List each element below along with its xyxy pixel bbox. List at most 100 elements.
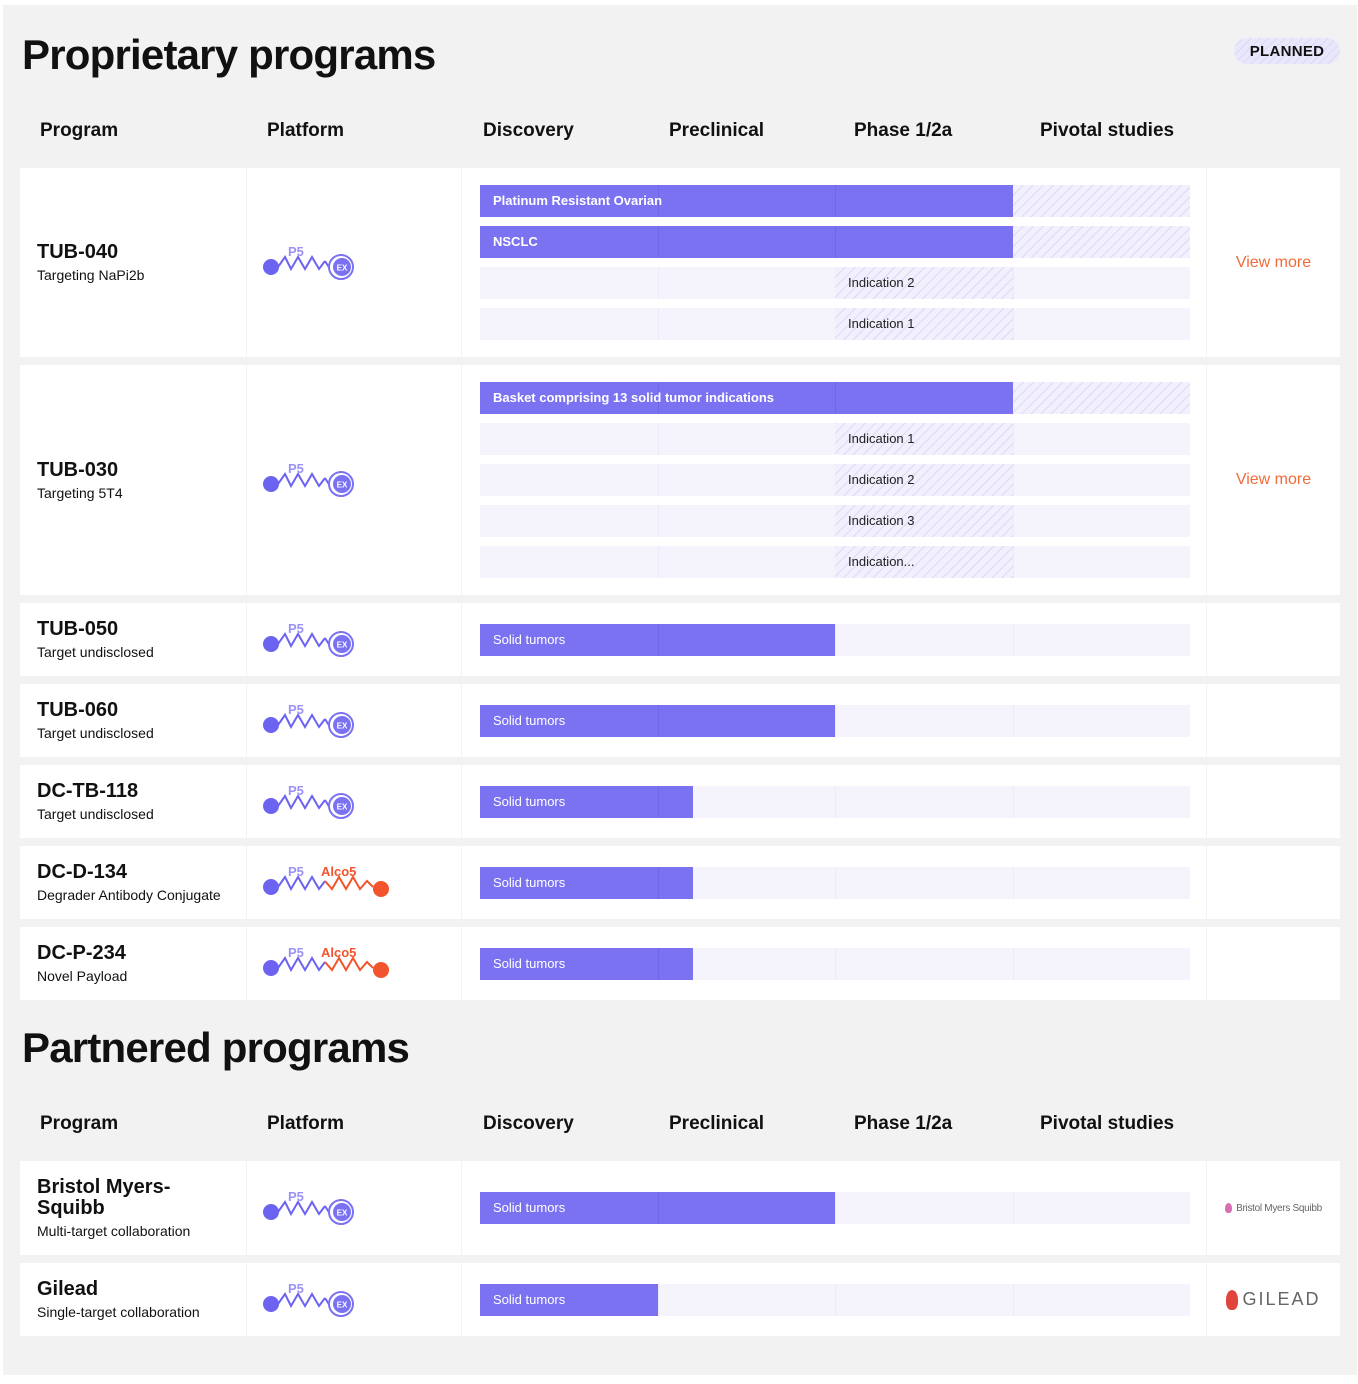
program-name: TUB-060 [37, 699, 119, 721]
stage-divider [1012, 267, 1014, 299]
stage-divider [1012, 947, 1014, 980]
column-header: Preclinical [669, 120, 765, 141]
section: Partnered programs Program Platform Discove… [20, 1023, 1342, 1344]
bar-track: Solid tumors [480, 704, 1190, 737]
ex-dot [333, 257, 351, 276]
partner-logo: Bristol Myers Squibb [1236, 1202, 1322, 1214]
platform-label: Alco5 [321, 945, 356, 960]
platform-cell: P5 EX [247, 365, 462, 595]
view-more-link[interactable]: View more [1235, 471, 1312, 488]
action-cell [1207, 846, 1340, 919]
program-row: TUB-030 Targeting 5T4 P5 EX Basket comprisin… [20, 365, 1340, 595]
bars-cell: Platinum Resistant Ovarian NSCLC Indicatio… [462, 168, 1207, 357]
ex-dot [333, 1203, 351, 1221]
linker [277, 472, 326, 489]
ex-dot [333, 715, 351, 734]
stage-divider [657, 1283, 659, 1316]
planned-badge: PLANNED [1234, 38, 1340, 64]
program-name: TUB-050 [37, 618, 119, 640]
action-cell: View more [1207, 168, 1340, 357]
platform-cell: P5 EX [247, 1263, 462, 1336]
ex-dot [333, 796, 351, 815]
platform-label: EX [337, 640, 348, 649]
stage-divider [657, 308, 659, 340]
planned-bar [1012, 382, 1190, 414]
action-cell: Bristol Myers Squibb [1207, 1161, 1340, 1255]
indication-label: Solid tumors [493, 874, 566, 890]
platform-cell: P5 EX [247, 603, 462, 676]
stage-divider [835, 185, 836, 217]
program-cell: Gilead Single-target collaboration [20, 1263, 247, 1336]
column-header: Preclinical [669, 1113, 765, 1134]
program-cell: DC-TB-118 Target undisclosed [20, 765, 247, 838]
column-header: Program [40, 120, 119, 141]
action-cell [1207, 603, 1340, 676]
program-cell: DC-P-234 Novel Payload [20, 927, 247, 1000]
indication-label: Solid tumors [493, 955, 566, 971]
indication-label: Solid tumors [493, 1291, 566, 1307]
bar-track: Indication 1 [480, 308, 1190, 340]
planned-bar [1012, 185, 1190, 217]
stage-divider [657, 546, 659, 578]
stage-divider [1012, 423, 1014, 455]
platform-icon: P5 EX [263, 461, 354, 497]
linker [277, 874, 326, 891]
program-target: Targeting NaPi2b [37, 267, 145, 283]
platform-label: P5 [288, 783, 304, 798]
program-name: Bristol Myers-Squibb [37, 1176, 171, 1219]
program-name: DC-D-134 [37, 861, 128, 883]
platform-cell: P5 EX [247, 168, 462, 357]
platform-label: P5 [288, 461, 304, 476]
planned-bar [835, 546, 1013, 578]
stage-divider [835, 947, 836, 980]
section-title: Partnered programs [22, 1024, 410, 1071]
program-row: DC-D-134 Degrader Antibody Conjugate P5 Alc… [20, 846, 1340, 919]
program-target: Degrader Antibody Conjugate [37, 887, 221, 903]
program-cell: TUB-060 Target undisclosed [20, 684, 247, 757]
linker [277, 1200, 326, 1217]
indication-label: Solid tumors [493, 712, 566, 728]
planned-bar [835, 505, 1013, 537]
indication-label: Indication 2 [848, 472, 915, 487]
bars-cell: Solid tumors [462, 684, 1207, 757]
table-header: Program Platform Discovery Preclinical Phase… [20, 1087, 1342, 1161]
platform-cell: P5 Alco5 [247, 846, 462, 919]
column-header: Program [40, 1113, 119, 1134]
platform-dot [263, 878, 279, 895]
stage-divider [657, 704, 659, 737]
platform-label: EX [337, 802, 348, 811]
stage-divider [835, 623, 836, 656]
stage-divider [657, 267, 659, 299]
program-name: TUB-030 [37, 458, 119, 481]
section-title: Proprietary programs [22, 31, 436, 78]
stage-divider [657, 623, 659, 656]
platform-cell: P5 EX [247, 684, 462, 757]
indication-label: Indication 3 [848, 513, 915, 528]
stage-divider [835, 382, 836, 414]
program-cell: TUB-030 Targeting 5T4 [20, 365, 247, 595]
indication-label: Platinum Resistant Ovarian [493, 193, 663, 208]
ex-dot [333, 1294, 351, 1313]
column-header: Pivotal studies [1040, 120, 1175, 141]
bars-cell: Solid tumors [462, 846, 1207, 919]
program-name: TUB-040 [37, 241, 119, 263]
payload [373, 961, 389, 978]
bars-cell: Solid tumors [462, 927, 1207, 1000]
section: Proprietary programs Program Platform Disco… [20, 30, 1342, 1008]
program-cell: TUB-050 Target undisclosed [20, 603, 247, 676]
view-more-link[interactable]: View more [1235, 253, 1312, 271]
program-row: Bristol Myers-Squibb Multi-target collabo… [20, 1161, 1340, 1255]
bar-track: Indication 2 [480, 464, 1190, 496]
program-cell: Bristol Myers-Squibb Multi-target collabo… [20, 1161, 247, 1255]
stage-divider [835, 866, 836, 899]
planned-bar [835, 464, 1013, 496]
platform-dot [263, 797, 279, 814]
stage-divider [835, 1283, 836, 1316]
stage-divider [835, 226, 836, 258]
column-header: Discovery [483, 1113, 574, 1134]
bars-cell: Solid tumors [462, 603, 1207, 676]
program-row: TUB-060 Target undisclosed P5 EX Solid tumor… [20, 684, 1340, 757]
planned-bar [835, 423, 1013, 455]
platform-dot [263, 716, 279, 733]
platform-label: EX [337, 1300, 348, 1309]
